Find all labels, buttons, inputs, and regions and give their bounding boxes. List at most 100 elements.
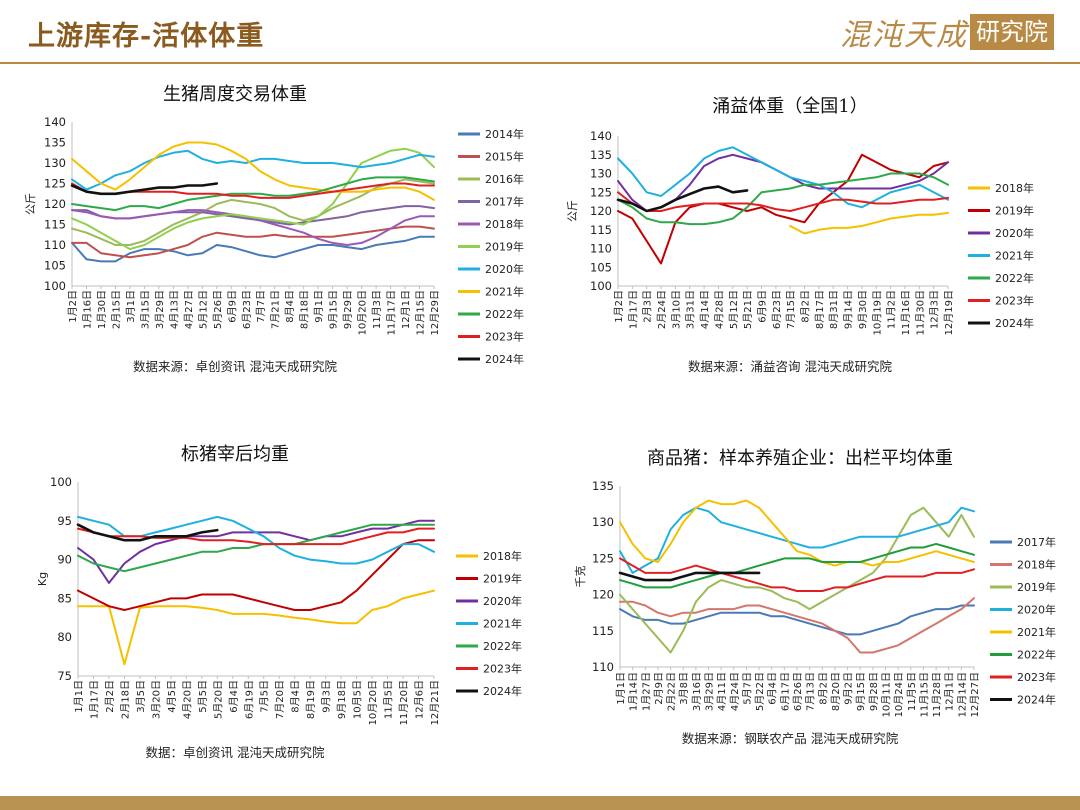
x-tick-label: 4月13日 xyxy=(168,290,180,329)
x-tick-label: 9月18日 xyxy=(336,680,348,719)
legend-label: 2021年 xyxy=(485,285,524,299)
series-line-2023年 xyxy=(619,557,975,592)
x-tick-label: 9月14日 xyxy=(843,290,855,329)
x-tick-label: 9月29日 xyxy=(342,290,354,329)
legend-label: 2020年 xyxy=(485,262,524,276)
x-tick-label: 12月3日 xyxy=(929,290,941,329)
y-tick-label: 115 xyxy=(592,624,614,638)
series-line-2023年 xyxy=(77,527,435,546)
y-tick-label: 125 xyxy=(590,185,612,199)
series-line-2023年 xyxy=(71,182,435,199)
legend-label: 2016年 xyxy=(485,172,524,186)
y-tick-label: 120 xyxy=(44,197,66,211)
x-tick-label: 5月12日 xyxy=(197,290,209,329)
x-tick-label: 7月13日 xyxy=(805,672,817,711)
legend-label: 2019年 xyxy=(485,240,524,254)
x-tick-label: 5月26日 xyxy=(212,290,224,329)
x-tick-label: 6月26日 xyxy=(792,672,804,711)
y-tick-label: 75 xyxy=(57,669,72,683)
series-line-2022年 xyxy=(619,542,975,589)
x-tick-label: 8月2日 xyxy=(817,672,829,705)
series-line-2024年 xyxy=(616,185,749,213)
x-tick-label: 8月19日 xyxy=(305,680,317,719)
chart-weekly-trade-weight: 生猪周度交易体重 100 105 110 115 120 125 130 135 140 公斤 1月… xyxy=(20,74,540,394)
x-tick-label: 3月1日 xyxy=(125,290,137,323)
x-tick-label: 6月17日 xyxy=(779,672,791,711)
x-tick-label: 9月1日 xyxy=(313,290,325,323)
x-tick-label: 4月11日 xyxy=(716,672,728,711)
x-tick-label: 8月17日 xyxy=(814,290,826,329)
y-tick-label: 110 xyxy=(590,242,612,256)
series-line-2014年 xyxy=(71,235,435,263)
legend-label: 2018年 xyxy=(485,217,524,231)
x-tick-label: 3月8日 xyxy=(678,672,690,705)
chart-title: 生猪周度交易体重 xyxy=(163,84,307,105)
y-tick-label: 100 xyxy=(44,279,66,293)
x-tick-label: 10月19日 xyxy=(871,290,883,335)
x-tick-label: 8月18日 xyxy=(299,290,311,329)
x-tick-label: 1月2日 xyxy=(613,290,625,323)
legend-label: 2015年 xyxy=(485,150,524,164)
series-line-2018年 xyxy=(77,589,435,666)
x-tick-label: 1月17日 xyxy=(627,290,639,329)
chart-yongyi-weight: 涌益体重（全国1） 100 105 110 115 120 125 130 135 140 公斤 1… xyxy=(560,86,1070,386)
legend-label: 2014年 xyxy=(485,127,524,141)
y-tick-label: 115 xyxy=(44,218,66,232)
x-tick-label: 2月15日 xyxy=(110,290,122,329)
x-tick-label: 7月5日 xyxy=(259,680,271,713)
series-line-2017年 xyxy=(619,604,975,636)
x-tick-label: 11月5日 xyxy=(383,680,395,719)
series-line-2018年 xyxy=(71,209,435,246)
legend-label: 2019年 xyxy=(995,204,1034,218)
legend-label: 2017年 xyxy=(1017,535,1056,549)
chart-source: 数据来源：涌益咨询 混沌天成研究院 xyxy=(688,359,892,374)
legend-label: 2021年 xyxy=(483,617,522,631)
x-tick-label: 11月20日 xyxy=(398,680,410,725)
chart-plot: 100 105 110 115 120 125 130 135 140 公斤 1月2日 1月16日 1月… xyxy=(24,115,524,366)
page-title: 上游库存-活体体重 xyxy=(28,21,265,52)
legend-label: 2018年 xyxy=(483,549,522,563)
legend-label: 2018年 xyxy=(1017,558,1056,572)
x-tick-label: 5月5日 xyxy=(197,680,209,713)
legend-label: 2024年 xyxy=(1017,693,1056,707)
chart-source: 数据来源：卓创资讯 混沌天成研究院 xyxy=(133,359,337,374)
chart-title: 涌益体重（全国1） xyxy=(712,96,868,117)
chart-source: 数据来源：钢联农产品 混沌天成研究院 xyxy=(681,731,899,746)
legend-label: 2023年 xyxy=(995,294,1034,308)
y-tick-label: 105 xyxy=(44,259,66,273)
x-tick-label: 3月5日 xyxy=(135,680,147,713)
legend-label: 2021年 xyxy=(1017,625,1056,639)
x-tick-label: 2月22日 xyxy=(666,672,678,711)
legend-label: 2019年 xyxy=(483,572,522,586)
x-tick-label: 10月20日 xyxy=(367,680,379,725)
legend-label: 2020年 xyxy=(995,226,1034,240)
x-tick-label: 11月28日 xyxy=(931,672,943,717)
x-tick-label: 2月9日 xyxy=(653,672,665,705)
x-tick-label: 6月23日 xyxy=(771,290,783,329)
x-tick-label: 2月24日 xyxy=(656,290,668,329)
series-line-2021年 xyxy=(71,141,435,201)
x-tick-label: 11月15日 xyxy=(918,672,930,717)
y-tick-label: 125 xyxy=(44,177,66,191)
x-tick-label: 8月2日 xyxy=(800,290,812,323)
series-line-2024年 xyxy=(76,523,219,542)
footer-bar xyxy=(0,796,1080,810)
chart-plot: 75 80 85 90 95 100 Kg 1月1日 1月17日 2月2日 2月18日 3月5日 3月2… xyxy=(36,475,522,725)
y-tick-label: 105 xyxy=(590,260,612,274)
x-tick-label: 1月30日 xyxy=(96,290,108,329)
y-tick-label: 120 xyxy=(592,588,614,602)
y-tick-label: 100 xyxy=(50,475,72,489)
series-line-2020年 xyxy=(71,149,435,191)
series-line-2021年 xyxy=(617,146,949,209)
x-tick-label: 3月29日 xyxy=(704,672,716,711)
legend-label: 2024年 xyxy=(483,684,522,698)
x-tick-label: 6月4日 xyxy=(228,680,240,713)
x-tick-label: 8月4日 xyxy=(284,290,296,323)
x-tick-label: 9月15日 xyxy=(855,672,867,711)
x-tick-label: 9月2日 xyxy=(843,672,855,705)
legend-label: 2022年 xyxy=(483,639,522,653)
x-tick-label: 1月2日 xyxy=(67,290,79,323)
y-tick-label: 120 xyxy=(590,204,612,218)
legend-label: 2022年 xyxy=(485,307,524,321)
